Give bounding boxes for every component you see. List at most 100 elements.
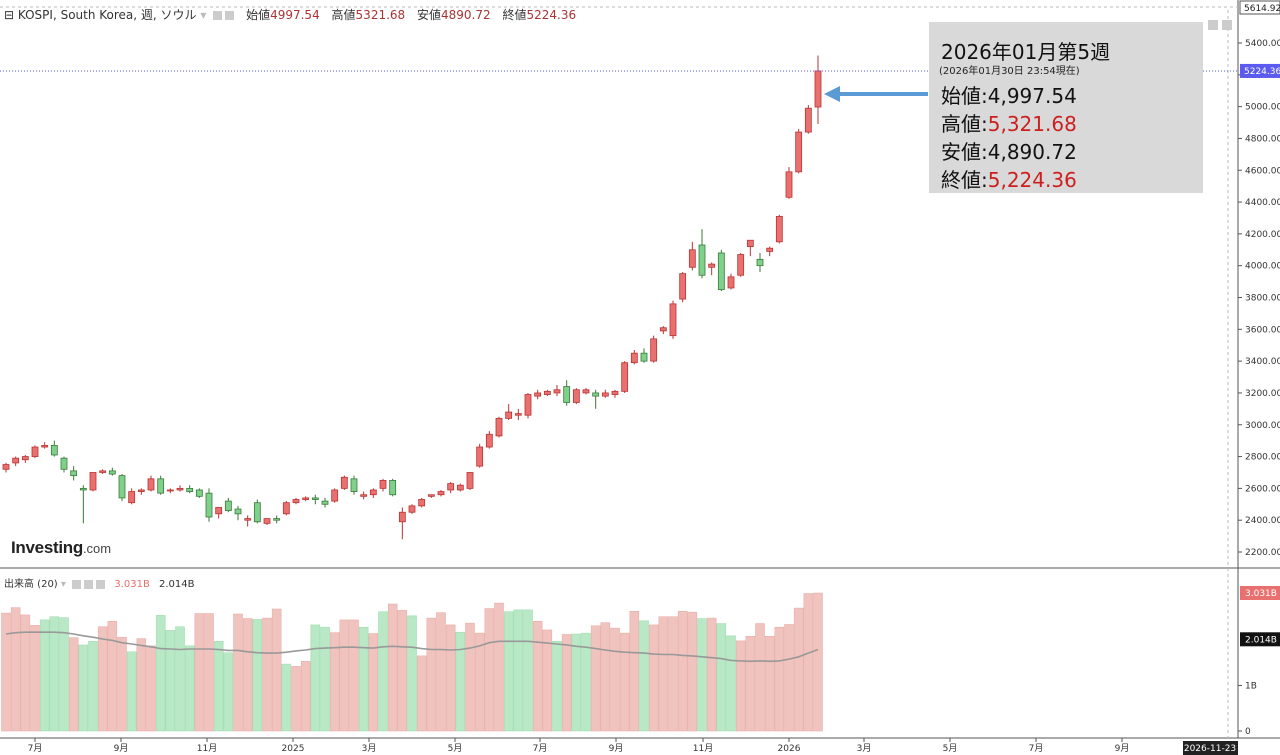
volume-bar xyxy=(358,626,369,732)
candle-body xyxy=(611,390,619,395)
visibility-icon[interactable] xyxy=(225,11,235,20)
volume-bar xyxy=(310,624,321,732)
volume-bar xyxy=(242,618,253,732)
candle-body xyxy=(311,497,319,500)
collapse-icon[interactable]: ⊟ xyxy=(4,8,15,22)
settings-icon[interactable] xyxy=(213,11,223,20)
candle-body xyxy=(31,446,39,457)
time-axis: 7月 9月 11月 2025 3月 5月 7月 9月 11月 2026 3月 5月 7月 9月 2026-1… xyxy=(28,738,1238,755)
y-tick-label: 4000.00 xyxy=(1245,262,1280,272)
tooltip-high-label: 高値: xyxy=(941,112,988,136)
volume-label[interactable]: 出来高 (20) xyxy=(4,579,58,590)
tooltip-open-row: 始値:4,997.54 xyxy=(941,80,1077,109)
volume-bar xyxy=(436,612,446,732)
volume-bar xyxy=(1,612,11,732)
volume-bar xyxy=(735,640,746,732)
candlesticks xyxy=(2,55,822,540)
candle-body xyxy=(79,487,87,491)
symbol-label[interactable]: KOSPI, South Korea, 週, ソウル xyxy=(17,8,197,22)
candle-body xyxy=(708,263,716,268)
candle-body xyxy=(659,327,667,332)
volume-bar xyxy=(20,614,31,732)
y-tick-label: 4800.00 xyxy=(1245,134,1280,144)
candle-body xyxy=(804,107,812,133)
candle-body xyxy=(418,499,426,507)
candle-body xyxy=(630,352,638,364)
candle-body xyxy=(137,489,145,492)
candle-body xyxy=(273,518,281,521)
volume-bar xyxy=(155,615,166,732)
volume-bar xyxy=(532,621,543,732)
volume-bar xyxy=(416,655,427,732)
candle-body xyxy=(89,472,97,491)
candle-body xyxy=(505,411,513,419)
volume-bar xyxy=(793,607,804,732)
investing-logo: Investing.com xyxy=(11,538,111,558)
candle-body xyxy=(476,446,484,467)
candle-body xyxy=(21,456,29,461)
volume-tick-label: 1B xyxy=(1245,681,1257,691)
volume-bars xyxy=(1,592,823,732)
candle-body xyxy=(176,487,184,491)
volume-bar xyxy=(445,624,456,732)
candle-body xyxy=(495,417,503,437)
volume-bar xyxy=(658,616,669,732)
visibility-icon[interactable] xyxy=(84,579,94,589)
info-icon[interactable] xyxy=(1208,20,1218,30)
candle-body xyxy=(456,484,464,491)
open-value: 4997.54 xyxy=(270,8,320,22)
x-tick-label: 2025 xyxy=(282,744,305,754)
arrow-head xyxy=(824,86,840,102)
volume-bar xyxy=(329,632,340,732)
volume-bar xyxy=(639,620,649,732)
grid-lines xyxy=(0,0,1280,739)
volume-ma-value: 2.014B xyxy=(159,579,195,590)
candle-body xyxy=(118,475,126,499)
volume-bar xyxy=(194,613,205,732)
candle-body xyxy=(70,470,78,477)
candle-body xyxy=(157,478,165,494)
volume-bar xyxy=(677,611,688,732)
candle-body xyxy=(553,389,561,394)
volume-bar xyxy=(513,609,524,732)
volume-bar xyxy=(668,616,678,732)
volume-bar xyxy=(455,631,466,732)
volume-bar xyxy=(59,617,69,732)
tooltip-low-value: 4,890.72 xyxy=(987,140,1077,164)
volume-bar xyxy=(561,634,572,732)
chevron-down-icon[interactable]: ▾ xyxy=(200,8,207,22)
close-value: 5224.36 xyxy=(526,8,577,22)
logo-word: Investing xyxy=(11,538,83,557)
candle-body xyxy=(244,518,252,521)
tooltip-open-value: 4,997.54 xyxy=(987,84,1077,108)
y-tick-label: 4400.00 xyxy=(1245,198,1280,208)
candle-body xyxy=(427,494,435,497)
tooltip-low-row: 安値:4,890.72 xyxy=(941,136,1077,165)
volume-bar xyxy=(117,636,127,732)
volume-bar xyxy=(590,625,601,732)
candle-body xyxy=(785,171,793,198)
volume-bar xyxy=(774,626,785,732)
close-icon[interactable] xyxy=(96,579,106,589)
candle-body xyxy=(766,247,774,252)
info-icon-2[interactable] xyxy=(1222,20,1232,30)
tooltip-close-label: 終値: xyxy=(941,168,988,192)
volume-bar xyxy=(184,645,195,732)
candle-body xyxy=(360,494,368,497)
candle-body xyxy=(331,489,339,502)
x-tick-label: 11月 xyxy=(197,743,217,754)
x-tick-label: 7月 xyxy=(1029,743,1044,754)
candle-body xyxy=(717,252,725,290)
settings-icon[interactable] xyxy=(72,579,82,589)
candle-body xyxy=(679,273,687,300)
volume-bar xyxy=(97,626,108,732)
volume-bar xyxy=(745,636,756,732)
x-tick-label: 3月 xyxy=(362,743,377,754)
volume-bar xyxy=(291,666,301,732)
chevron-down-icon[interactable]: ▾ xyxy=(60,579,66,590)
candle-tooltip: 2026年01月第5週 (2026年01月30日 23:54現在) 始値:4,9… xyxy=(929,22,1203,193)
volume-bar xyxy=(697,618,707,732)
x-tick-label: 9月 xyxy=(114,743,129,754)
candle-body xyxy=(263,518,271,524)
